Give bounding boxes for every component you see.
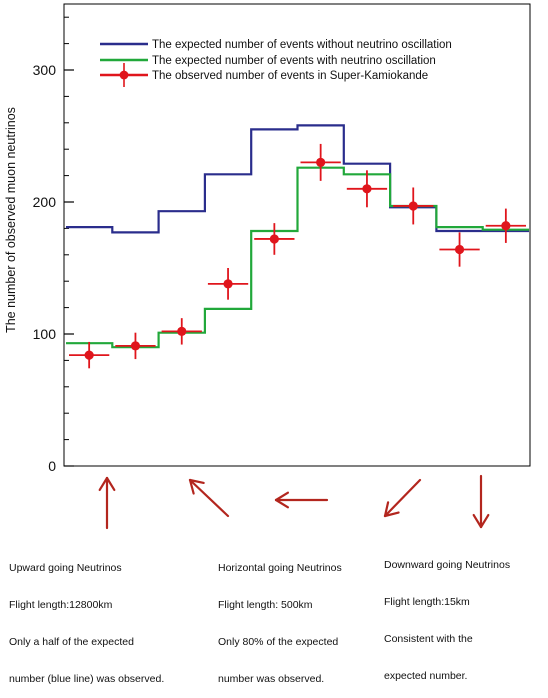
annotation-line: Consistent with the xyxy=(384,633,473,646)
step-line xyxy=(66,166,529,349)
data-point xyxy=(501,221,511,231)
errorbar-layer xyxy=(69,143,526,369)
legend-label: The observed number of events in Super-K… xyxy=(152,70,428,82)
arrow-head xyxy=(479,513,490,529)
arrow-head xyxy=(274,491,290,502)
arrow-head xyxy=(274,498,290,509)
direction-arrows xyxy=(98,474,490,530)
data-point xyxy=(223,279,233,289)
arrow-head xyxy=(105,476,116,492)
arrow-head xyxy=(383,501,390,518)
annotation-line: Flight length:15km xyxy=(384,596,470,609)
annotation-line: expected number. xyxy=(384,670,468,683)
annotation-line: Only a half of the expected xyxy=(9,636,134,649)
arrow-icon xyxy=(98,476,116,530)
arrow-shaft xyxy=(188,478,230,518)
arrow-icon xyxy=(274,491,329,509)
y-axis-label: The number of observed muon neutrinos xyxy=(4,107,18,333)
annotation-horizontal: Horizontal going Neutrinos Flight length… xyxy=(218,537,342,698)
annotation-line: Only 80% of the expected xyxy=(218,636,339,649)
arrow-icon xyxy=(188,478,230,518)
arrow-head xyxy=(383,511,400,518)
legend: The expected number of events without ne… xyxy=(100,39,452,87)
data-point xyxy=(408,201,418,211)
arrow-shaft xyxy=(383,478,422,518)
data-point xyxy=(362,184,372,194)
data-point xyxy=(454,244,465,255)
chart: 0 100 200 300 The number of observed muon n… xyxy=(4,3,531,530)
legend-marker xyxy=(119,70,129,80)
legend-label: The expected number of events with neutr… xyxy=(152,55,436,67)
minor-ticks xyxy=(64,16,69,467)
annotation-line: number was observed. xyxy=(218,673,325,686)
annotation-upward: Upward going Neutrinos Flight length:128… xyxy=(9,537,164,698)
y-tick-label: 0 xyxy=(48,458,56,474)
arrow-icon xyxy=(472,474,490,529)
annotation-downward: Downward going Neutrinos Flight length:1… xyxy=(384,534,510,695)
arrow-head xyxy=(472,513,483,529)
annotation-line: number (blue line) was observed. xyxy=(9,673,165,686)
arrow-head xyxy=(188,478,205,484)
legend-label: The expected number of events without ne… xyxy=(152,39,452,51)
annotation-line: Flight length:12800km xyxy=(9,599,113,612)
annotation-line: Downward going Neutrinos xyxy=(384,558,511,571)
data-point xyxy=(177,326,187,336)
y-axis: 0 100 200 300 xyxy=(33,62,74,474)
data-point xyxy=(316,157,326,167)
arrow-icon xyxy=(383,478,422,518)
annotation-line: Horizontal going Neutrinos xyxy=(218,561,342,574)
arrow-head xyxy=(188,478,195,495)
annotation-line: Upward going Neutrinos xyxy=(9,561,122,574)
annotation-line: Flight length: 500km xyxy=(218,599,313,612)
y-tick-label: 300 xyxy=(33,62,57,78)
series-layer xyxy=(66,124,529,349)
arrow-head xyxy=(98,476,109,492)
plot-frame xyxy=(63,3,531,467)
data-point xyxy=(269,234,279,244)
data-point xyxy=(130,341,141,351)
y-tick-label: 200 xyxy=(33,194,57,210)
y-tick-label: 100 xyxy=(33,326,57,342)
data-point xyxy=(84,350,94,360)
